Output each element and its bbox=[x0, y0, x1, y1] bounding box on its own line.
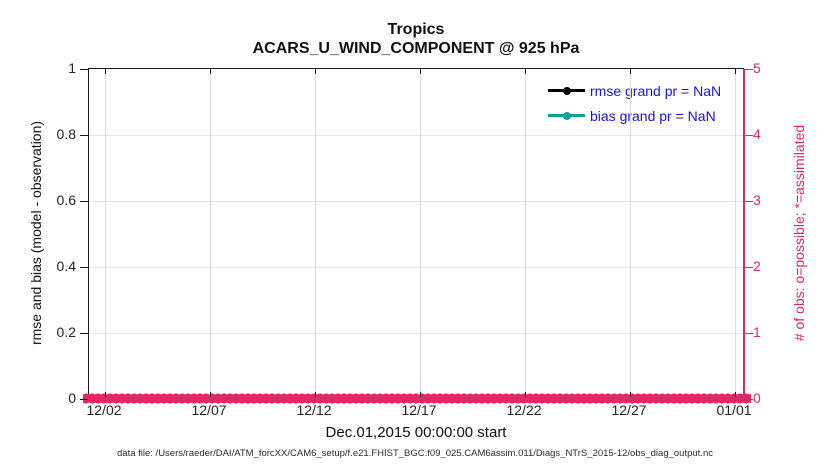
y-tick-mark-left bbox=[80, 68, 88, 70]
legend-label-rmse: rmse grand pr = NaN bbox=[590, 82, 722, 99]
right-axis-line bbox=[743, 69, 745, 397]
right-y-tick-label: 3 bbox=[753, 192, 761, 208]
x-tick-mark-bottom bbox=[735, 392, 736, 397]
y-tick-mark-left bbox=[80, 266, 88, 268]
gridline-vertical bbox=[420, 69, 421, 397]
x-tick-label: 12/17 bbox=[401, 402, 437, 418]
x-tick-label: 01/01 bbox=[716, 402, 752, 418]
right-y-tick-label: 5 bbox=[753, 60, 761, 76]
x-tick-label: 12/22 bbox=[506, 402, 542, 418]
plot-title-variable: ACARS_U_WIND_COMPONENT @ 925 hPa bbox=[252, 40, 580, 57]
gridline-horizontal bbox=[89, 333, 744, 334]
x-axis-title: Dec.01,2015 00:00:00 start bbox=[325, 424, 507, 441]
x-tick-mark-top bbox=[525, 69, 526, 74]
y-tick-mark-right bbox=[745, 266, 753, 268]
left-y-tick-label: 0.6 bbox=[56, 192, 76, 208]
x-tick-mark-bottom bbox=[105, 392, 106, 397]
legend: rmse grand pr = NaN bias grand pr = NaN bbox=[548, 78, 721, 128]
gridline-horizontal bbox=[89, 135, 744, 136]
y-tick-mark-right bbox=[745, 200, 753, 202]
right-y-tick-label: 1 bbox=[753, 324, 761, 340]
x-tick-label: 12/02 bbox=[86, 402, 122, 418]
gridline-horizontal bbox=[89, 267, 744, 268]
y-tick-mark-right bbox=[745, 332, 753, 334]
x-tick-mark-top bbox=[315, 69, 316, 74]
gridline-vertical bbox=[315, 69, 316, 397]
right-y-tick-label: 2 bbox=[753, 258, 761, 274]
legend-entry-rmse: rmse grand pr = NaN bbox=[548, 78, 721, 103]
gridline-vertical bbox=[525, 69, 526, 397]
gridline-vertical bbox=[630, 69, 631, 397]
x-tick-mark-top bbox=[420, 69, 421, 74]
x-tick-mark-top bbox=[105, 69, 106, 74]
x-tick-mark-bottom bbox=[210, 392, 211, 397]
legend-entry-bias: bias grand pr = NaN bbox=[548, 103, 721, 128]
left-y-tick-label: 0.4 bbox=[56, 258, 76, 274]
x-tick-mark-top bbox=[210, 69, 211, 74]
x-tick-mark-top bbox=[735, 69, 736, 74]
left-y-tick-label: 1 bbox=[68, 60, 76, 76]
y-tick-mark-left bbox=[80, 134, 88, 136]
rmse-line-sample bbox=[548, 86, 585, 95]
bias-line-sample bbox=[548, 111, 585, 120]
x-tick-mark-top bbox=[630, 69, 631, 74]
x-tick-mark-bottom bbox=[525, 392, 526, 397]
x-tick-label: 12/12 bbox=[296, 402, 332, 418]
left-axis-title: rmse and bias (model - observation) bbox=[28, 120, 44, 346]
plot-area: rmse grand pr = NaN bias grand pr = NaN bbox=[80, 68, 753, 405]
gridline-vertical bbox=[210, 69, 211, 397]
x-tick-mark-bottom bbox=[420, 392, 421, 397]
x-tick-mark-bottom bbox=[315, 392, 316, 397]
obs-count-marker-band bbox=[83, 392, 751, 405]
gridline-horizontal bbox=[89, 201, 744, 202]
rmse-marker-dot bbox=[562, 86, 571, 95]
plot-title-region: Tropics bbox=[387, 21, 445, 38]
legend-label-bias: bias grand pr = NaN bbox=[590, 107, 716, 124]
y-tick-mark-left bbox=[80, 200, 88, 202]
y-tick-mark-right bbox=[745, 68, 753, 70]
right-y-tick-label: 4 bbox=[753, 126, 761, 142]
x-tick-label: 12/07 bbox=[191, 402, 227, 418]
gridline-vertical bbox=[105, 69, 106, 397]
bias-marker-dot bbox=[562, 111, 571, 120]
left-y-tick-label: 0 bbox=[68, 390, 76, 406]
right-y-tick-label: 0 bbox=[753, 390, 761, 406]
x-tick-mark-bottom bbox=[630, 392, 631, 397]
left-y-tick-label: 0.2 bbox=[56, 324, 76, 340]
data-file-footnote: data file: /Users/raeder/DAI/ATM_forcXX/… bbox=[117, 448, 713, 459]
y-tick-mark-left bbox=[80, 398, 88, 400]
y-tick-mark-right bbox=[745, 398, 753, 400]
right-axis-title: # of obs: o=possible; *=assimilated bbox=[791, 124, 807, 342]
x-tick-label: 12/27 bbox=[611, 402, 647, 418]
gridline-vertical bbox=[735, 69, 736, 397]
y-tick-mark-right bbox=[745, 134, 753, 136]
y-tick-mark-left bbox=[80, 332, 88, 334]
left-y-tick-label: 0.8 bbox=[56, 126, 76, 142]
